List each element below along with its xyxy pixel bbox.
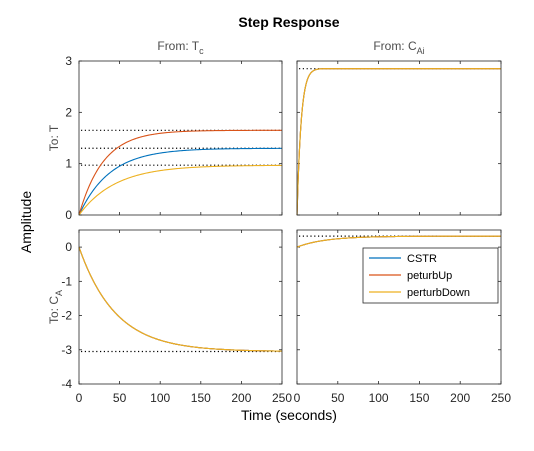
y-axis-label: Amplitude: [18, 191, 34, 253]
series-line-peturbUp-0: [78, 129, 282, 216]
axes-box-1: [296, 60, 502, 216]
x-tick-label-2-1: 50: [113, 391, 127, 405]
x-tick-label-3-4: 200: [450, 391, 470, 405]
chart-title: Step Response: [238, 14, 339, 30]
x-axis-label: Time (seconds): [241, 407, 337, 423]
x-tick-label-2-2: 100: [150, 391, 170, 405]
x-tick-label-3-2: 100: [369, 391, 389, 405]
x-tick-label-3-0: 0: [294, 391, 301, 405]
legend-label-CSTR: CSTR: [407, 253, 437, 265]
legend: CSTR peturbUp perturbDown: [362, 247, 499, 304]
y-tick-label-0-2: 2: [65, 105, 72, 119]
axes-box-0: [78, 60, 283, 216]
series-line-perturbDown-1: [296, 68, 501, 216]
column-header-subscript-1: Ai: [417, 46, 425, 56]
axes-box-2: [78, 229, 283, 385]
y-tick-label-0-0: 0: [65, 208, 72, 222]
x-tick-label-3-3: 150: [409, 391, 429, 405]
y-tick-label-2-1: -3: [61, 343, 72, 357]
y-tick-label-0-3: 3: [65, 54, 72, 68]
x-tick-label-3-5: 250: [491, 391, 511, 405]
series-line-CSTR-0: [78, 147, 282, 216]
y-tick-label-2-0: -4: [61, 377, 72, 391]
column-header-0: From: Tc: [157, 39, 204, 56]
y-tick-label-2-2: -2: [61, 309, 72, 323]
axes-box-3: [296, 229, 502, 385]
x-tick-label-2-4: 200: [231, 391, 251, 405]
column-header-1: From: CAi: [373, 39, 424, 56]
plot-area-2: [79, 230, 282, 384]
legend-label-peturbUp: peturbUp: [407, 270, 452, 282]
plot-area-0: [79, 61, 282, 215]
series-line-perturbDown-3: [296, 235, 501, 248]
x-tick-label-2-0: 0: [76, 391, 83, 405]
x-tick-label-2-5: 250: [272, 391, 292, 405]
row-header-subscript-1: A: [54, 290, 64, 296]
column-header-subscript-0: c: [199, 46, 204, 56]
panels: 0 1 2 3 0 50 100 150 200 250 -4 -3 -2 -1 0 0 50 100 150 200…: [47, 39, 511, 405]
row-header-0: To: T: [47, 124, 61, 151]
x-tick-label-2-3: 150: [191, 391, 211, 405]
legend-label-perturbDown: perturbDown: [407, 287, 470, 299]
y-tick-label-0-1: 1: [65, 157, 72, 171]
y-tick-label-2-3: -1: [61, 274, 72, 288]
row-header-1: To: CA: [47, 290, 64, 324]
plot-area-1: [297, 61, 501, 215]
series-line-perturbDown-0: [78, 164, 283, 216]
series-line-perturbDown-2: [78, 246, 283, 352]
y-tick-label-2-4: 0: [65, 240, 72, 254]
x-tick-label-3-1: 50: [331, 391, 345, 405]
